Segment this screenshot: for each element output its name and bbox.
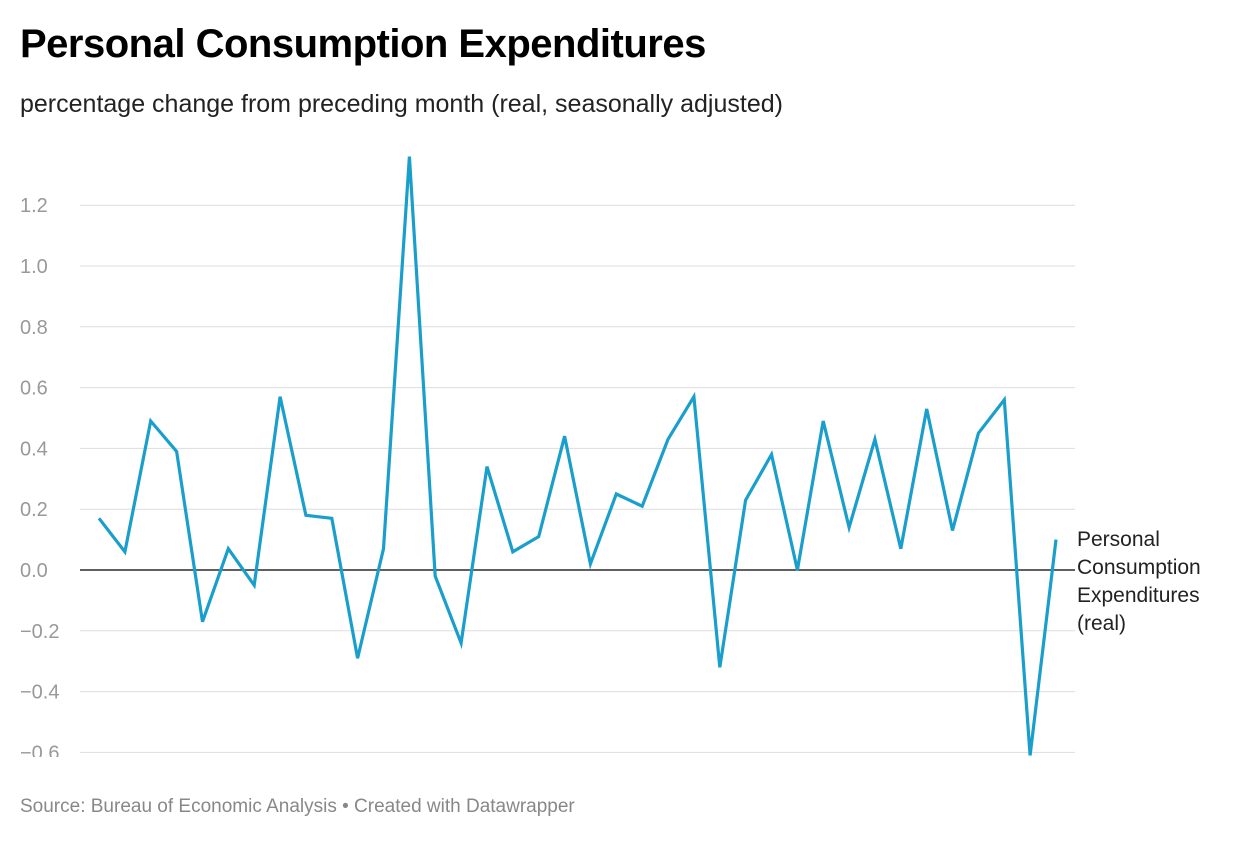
y-tick-label: −0.2 (20, 621, 59, 643)
series-label: Expenditures (1077, 584, 1200, 607)
y-tick-label: 1.2 (20, 195, 48, 217)
chart-subtitle: percentage change from preceding month (… (20, 90, 783, 118)
y-tick-label: −0.4 (20, 682, 59, 704)
source-footer: Source: Bureau of Economic Analysis • Cr… (20, 796, 575, 817)
chart-title: Personal Consumption Expenditures (20, 22, 706, 66)
y-tick-label: 0.6 (20, 378, 48, 400)
series-label: Consumption (1077, 556, 1201, 579)
y-tick-label: 0.8 (20, 317, 48, 339)
y-tick-label: −0.6 (20, 742, 59, 764)
y-tick-label: 0.4 (20, 438, 48, 460)
y-tick-label: 0.0 (20, 560, 48, 582)
y-tick-label: 0.2 (20, 499, 48, 521)
series-label: (real) (1077, 612, 1126, 635)
y-tick-label: 1.0 (20, 256, 48, 278)
series-label: Personal (1077, 528, 1160, 551)
series-line (97, 156, 1058, 756)
